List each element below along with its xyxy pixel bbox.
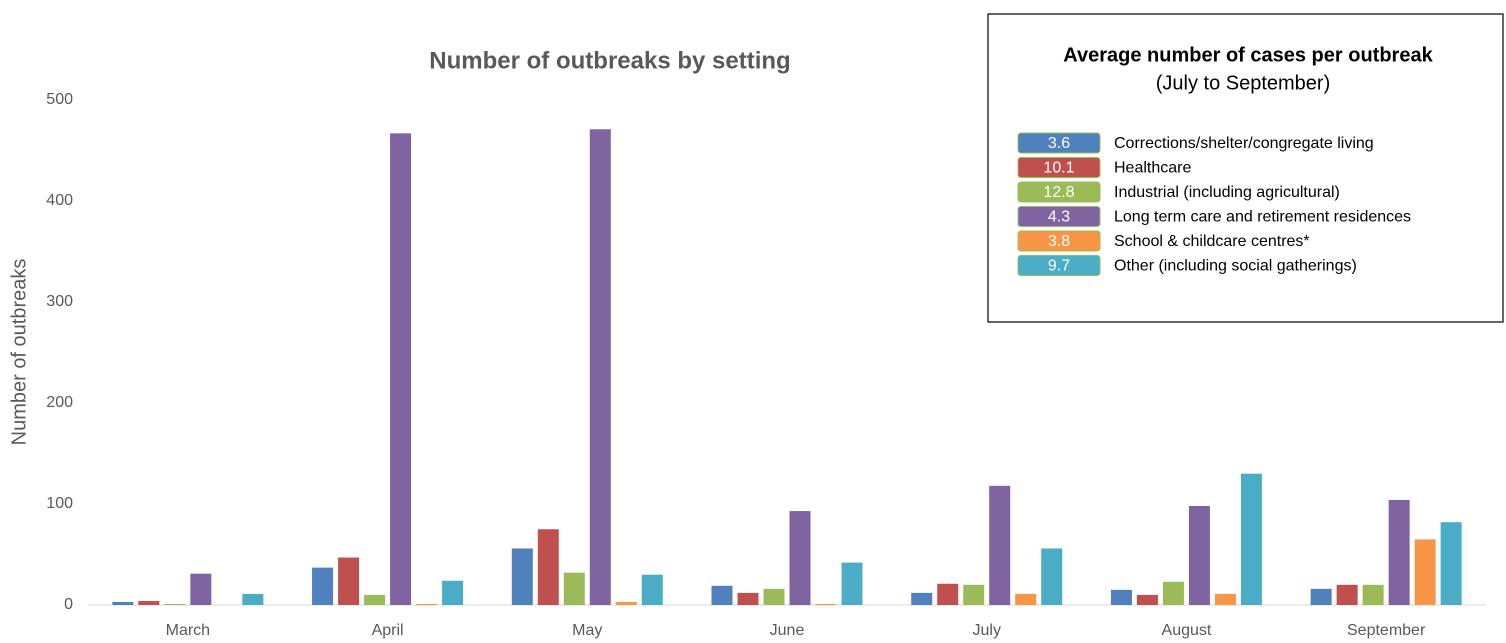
legend-average: 10.1	[1043, 160, 1074, 177]
chart-title: Number of outbreaks by setting	[429, 47, 790, 74]
bar	[1214, 593, 1236, 605]
y-tick-label: 400	[46, 192, 73, 209]
bar	[841, 562, 863, 605]
y-axis-label: Number of outbreaks	[8, 259, 30, 446]
legend-subtitle: (July to September)	[1156, 72, 1331, 94]
bar	[511, 548, 533, 605]
bar	[338, 557, 360, 605]
bar	[442, 580, 464, 605]
bar	[242, 593, 264, 605]
bar	[1041, 548, 1063, 605]
x-tick-label: May	[572, 622, 602, 639]
bar	[1336, 584, 1358, 605]
bar	[1414, 539, 1436, 605]
bar	[963, 584, 985, 605]
bar	[615, 601, 637, 605]
legend-swatch	[1017, 181, 1101, 203]
x-tick-label: June	[770, 622, 805, 639]
bar	[112, 601, 134, 605]
legend-label: Long term care and retirement residences	[1114, 209, 1411, 226]
legend-average: 12.8	[1043, 184, 1074, 201]
x-tick-label: July	[972, 622, 1000, 639]
legend-average: 3.6	[1048, 135, 1070, 152]
bar	[1162, 581, 1184, 605]
bar	[364, 594, 386, 605]
legend-label: Other (including social gatherings)	[1114, 258, 1357, 275]
legend-swatch	[1017, 157, 1101, 178]
y-tick-label: 0	[64, 596, 73, 613]
bar	[416, 603, 438, 605]
legend-title: Average number of cases per outbreak	[1063, 44, 1433, 66]
bar	[1388, 499, 1410, 605]
legend-swatch	[1017, 206, 1101, 227]
bar	[989, 485, 1011, 605]
bar	[589, 129, 611, 606]
x-tick-label: April	[372, 622, 404, 639]
legend-label: Corrections/shelter/congregate living	[1114, 135, 1374, 152]
bar	[763, 588, 785, 605]
bar	[641, 574, 663, 605]
legend-label: Healthcare	[1114, 160, 1191, 177]
y-tick-label: 200	[46, 394, 73, 411]
bar	[789, 511, 811, 605]
bar	[737, 592, 759, 605]
legend-average: 4.3	[1048, 209, 1070, 226]
bar	[563, 572, 585, 605]
legend-swatch	[1017, 132, 1101, 154]
y-tick-label: 300	[46, 293, 73, 310]
bar	[937, 583, 959, 605]
legend-swatch	[1017, 230, 1101, 252]
bar	[1440, 522, 1462, 605]
x-tick-label: September	[1347, 622, 1426, 639]
bar	[138, 600, 160, 605]
y-tick-label: 100	[46, 495, 73, 512]
bar	[1110, 589, 1132, 605]
bar	[164, 603, 186, 605]
legend-label: Industrial (including agricultural)	[1114, 184, 1340, 201]
x-tick-label: August	[1162, 622, 1212, 639]
bar	[911, 592, 933, 605]
bar	[190, 573, 212, 605]
bar	[312, 567, 334, 605]
bar	[1136, 594, 1158, 605]
y-tick-label: 500	[46, 91, 73, 108]
bar	[1310, 588, 1332, 605]
bar	[537, 529, 559, 605]
legend-average: 9.7	[1048, 258, 1070, 275]
bar	[815, 603, 837, 605]
legend-label: School & childcare centres*	[1114, 233, 1310, 250]
bar	[1240, 473, 1262, 605]
legend-average: 3.8	[1048, 233, 1070, 250]
x-tick-label: March	[166, 622, 210, 639]
bar	[1015, 593, 1037, 605]
legend-swatch	[1017, 255, 1101, 276]
bar	[1188, 506, 1210, 605]
bar	[1362, 584, 1384, 605]
bar	[711, 585, 733, 605]
bar	[390, 133, 412, 605]
